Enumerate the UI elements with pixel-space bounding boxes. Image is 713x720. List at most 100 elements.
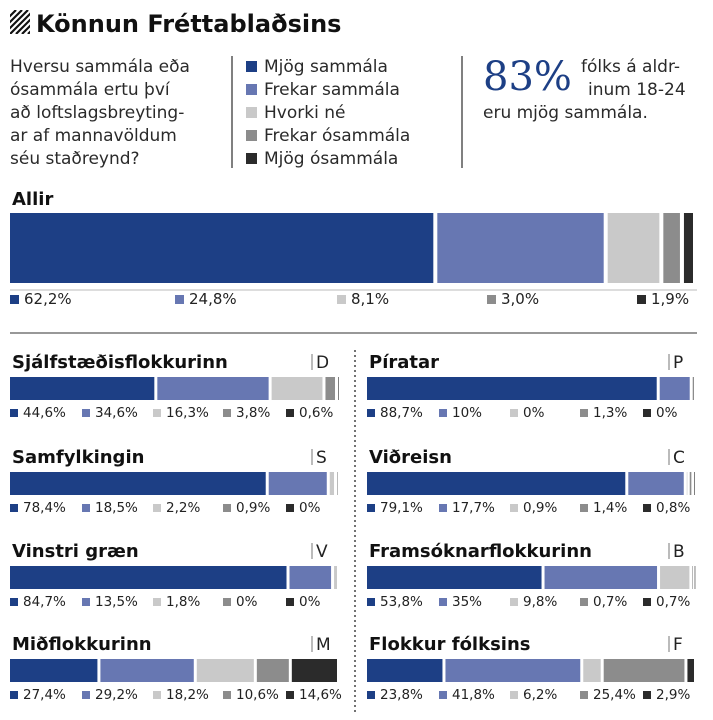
bar-segment: [367, 659, 443, 682]
legend-swatch: [246, 130, 257, 141]
legend-label: Mjög sammála: [264, 57, 388, 77]
label-swatch: [439, 691, 447, 699]
label-swatch: [223, 409, 231, 417]
label-swatch: [487, 295, 496, 304]
bar-segment: [10, 659, 98, 682]
label-swatch: [10, 598, 18, 606]
party-letter: V: [316, 542, 328, 562]
label-swatch: [510, 409, 518, 417]
legend-swatch: [246, 153, 257, 164]
party-chart: Flokkur fólksins F 23,8% 41,8% 6,2% 25,4% 2,9%: [367, 634, 694, 703]
highlight-text: fólks á aldr-: [581, 57, 680, 77]
bar-segment: [334, 566, 337, 589]
data-label: 17,7%: [452, 500, 495, 516]
party-chart: Viðreisn C 79,1% 17,7% 0,9% 1,4% 0,8%: [367, 447, 695, 516]
label-swatch: [643, 504, 651, 512]
data-label: 0,7%: [593, 594, 627, 610]
label-swatch: [439, 504, 447, 512]
party-letter: P: [673, 353, 683, 373]
label-swatch: [510, 691, 518, 699]
party-letter: D: [316, 353, 329, 373]
label-swatch: [286, 598, 294, 606]
hatch-line: [10, 10, 29, 30]
bar-segment: [325, 377, 336, 400]
party-name: Samfylkingin: [12, 447, 144, 468]
label-swatch: [510, 598, 518, 606]
bar-segment: [367, 472, 626, 495]
bar-segment: [686, 472, 688, 495]
bar-segment: [683, 213, 693, 283]
label-swatch: [223, 504, 231, 512]
label-swatch: [82, 598, 90, 606]
party-chart: Sjálfstæðisflokkurinn D 44,6% 34,6% 16,3% 3,8…: [10, 352, 339, 421]
bar-segment: [10, 472, 266, 495]
question-line: Hversu sammála eða: [10, 57, 190, 77]
label-swatch: [82, 691, 90, 699]
party-letter: C: [673, 448, 685, 468]
bar-segment: [329, 472, 335, 495]
party-name: Miðflokkurinn: [12, 634, 152, 655]
label-swatch: [580, 691, 588, 699]
bar-segment: [10, 566, 287, 589]
bar-segment: [603, 659, 685, 682]
bar-segment: [256, 659, 289, 682]
party-chart: Miðflokkurinn M 27,4% 29,2% 18,2% 10,6% 14,6%: [10, 634, 342, 703]
label-swatch: [10, 409, 18, 417]
data-label: 29,2%: [95, 687, 138, 703]
data-label: 10,6%: [236, 687, 279, 703]
party-letter: F: [673, 635, 683, 655]
legend-swatch: [246, 61, 257, 72]
party-chart: Framsóknarflokkurinn B 53,8% 35% 9,8% 0,7% 0,7…: [367, 541, 696, 610]
legend: Mjög sammála Frekar sammála Hvorki né Freka…: [246, 57, 410, 169]
party-name: Flokkur fólksins: [369, 634, 530, 655]
data-label: 23,8%: [380, 687, 423, 703]
bar-segment: [689, 472, 692, 495]
data-label: 13,5%: [95, 594, 138, 610]
label-swatch: [10, 691, 18, 699]
page-title: Könnun Fréttablaðsins: [36, 10, 341, 38]
label-swatch: [580, 504, 588, 512]
party-name: Viðreisn: [369, 447, 452, 468]
highlight-text: inum 18-24: [588, 80, 686, 100]
data-label: 0,8%: [656, 500, 690, 516]
party-name: Vinstri græn: [12, 541, 139, 562]
bar-segment: [291, 659, 337, 682]
hatch-line: [10, 10, 17, 18]
data-label: 35%: [452, 594, 482, 610]
data-label: 3,8%: [236, 405, 270, 421]
label-swatch: [223, 691, 231, 699]
bar-segment: [196, 659, 254, 682]
bar-segment: [692, 377, 694, 400]
data-label: 24,8%: [189, 290, 237, 308]
highlight-block: 83% fólks á aldr- inum 18-24 eru mjög sa…: [483, 54, 686, 123]
data-label: 27,4%: [23, 687, 66, 703]
data-label: 2,9%: [656, 687, 690, 703]
label-swatch: [439, 598, 447, 606]
question-block: Hversu sammála eða ósammála ertu því að …: [10, 57, 190, 169]
label-swatch: [175, 295, 184, 304]
legend-label: Mjög ósammála: [264, 149, 398, 169]
bar-segment: [692, 566, 693, 589]
legend-swatch: [246, 107, 257, 118]
data-label: 41,8%: [452, 687, 495, 703]
bar-segment: [271, 377, 323, 400]
label-swatch: [153, 598, 161, 606]
data-label: 78,4%: [23, 500, 66, 516]
label-swatch: [439, 409, 447, 417]
label-swatch: [580, 409, 588, 417]
label-swatch: [10, 504, 18, 512]
bar-segment: [437, 213, 604, 283]
question-line: ósammála ertu því: [10, 80, 171, 100]
data-label: 9,8%: [523, 594, 557, 610]
party-chart: Píratar P 88,7% 10% 0% 1,3% 0%: [367, 352, 694, 421]
bar-segment: [289, 566, 332, 589]
label-swatch: [82, 409, 90, 417]
bar-segment: [694, 566, 696, 589]
hatch-line: [10, 12, 30, 34]
label-swatch: [367, 691, 375, 699]
label-swatch: [337, 295, 346, 304]
label-swatch: [580, 598, 588, 606]
bar-segment: [268, 472, 327, 495]
bar-segment: [445, 659, 581, 682]
